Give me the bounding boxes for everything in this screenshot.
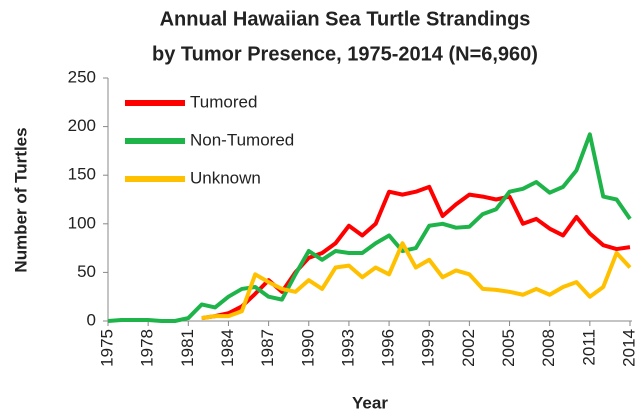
legend-label: Non-Tumored [190, 130, 294, 149]
y-tick-label: 100 [68, 213, 96, 232]
y-tick-label: 200 [68, 116, 96, 135]
x-tick-label: 1984 [218, 329, 237, 367]
x-tick-label: 1978 [138, 329, 157, 367]
y-tick-label: 150 [68, 165, 96, 184]
x-tick-label: 2011 [579, 329, 598, 366]
legend-label: Unknown [190, 168, 261, 187]
x-tick-label: 2005 [499, 329, 518, 367]
y-axis-label: Number of Turtles [11, 127, 30, 272]
legend-label: Tumored [190, 92, 257, 111]
x-tick-label: 2008 [539, 329, 558, 367]
x-tick-label: 1990 [298, 329, 317, 367]
series-line [201, 241, 632, 321]
x-tick-label: 1996 [379, 329, 398, 367]
y-tick-label: 250 [68, 67, 96, 86]
x-tick-label: 2014 [619, 329, 638, 367]
x-tick-label: 1999 [419, 329, 438, 367]
x-axis-label: Year [352, 393, 388, 412]
x-tick-label: 2002 [459, 329, 478, 367]
series-line [201, 184, 631, 321]
y-tick-label: 0 [87, 310, 96, 329]
x-tick-label: 1987 [258, 329, 277, 367]
x-tick-label: 1981 [178, 329, 197, 367]
chart-title: Annual Hawaiian Sea Turtle Strandings [160, 8, 531, 30]
x-tick-label: 1975 [97, 329, 116, 367]
chart-title: by Tumor Presence, 1975-2014 (N=6,960) [152, 43, 538, 65]
x-tick-label: 1993 [338, 329, 357, 367]
y-tick-label: 50 [77, 262, 96, 281]
series-line [107, 132, 632, 323]
